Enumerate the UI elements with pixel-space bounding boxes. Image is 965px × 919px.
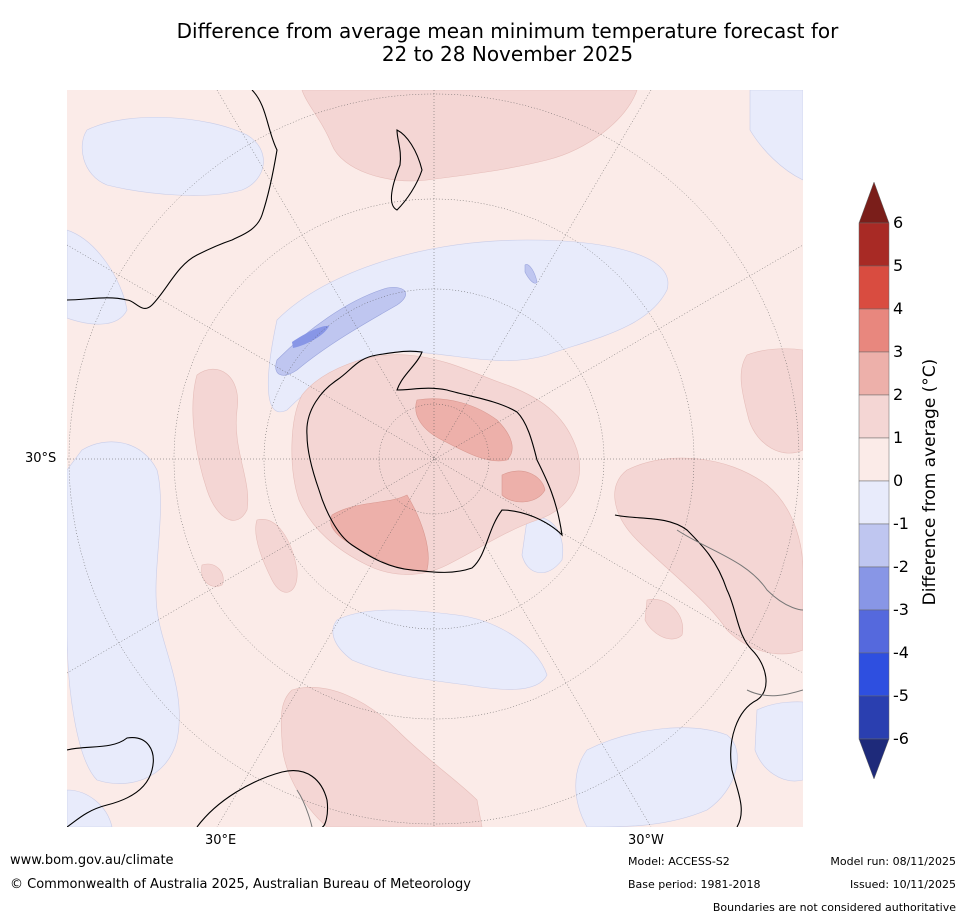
base-period-text: Base period: 1981-2018 [628, 878, 761, 891]
issued-text: Issued: 10/11/2025 [849, 878, 956, 891]
colorbar-bin [858, 265, 890, 310]
map-title-line2: 22 to 28 November 2025 [381, 42, 634, 66]
colorbar-tick-label: -5 [893, 686, 909, 705]
colorbar-bin [858, 480, 890, 525]
colorbar-tick-label: -1 [893, 514, 909, 533]
colorbar-tick-label: 3 [893, 342, 904, 361]
moderate-cool-region [275, 264, 538, 376]
colorbar-tick-label: -4 [893, 643, 909, 662]
colorbar-bin [858, 181, 890, 224]
polar-map-svg [67, 90, 803, 827]
graticule [67, 90, 803, 827]
colorbar-tick-label: 5 [893, 256, 904, 275]
colorbar-tick-label: -3 [893, 600, 909, 619]
colorbar-bin [858, 609, 890, 654]
colorbar-bin [858, 566, 890, 611]
cool-anomaly-regions [67, 90, 803, 827]
map-title: Difference from average mean minimum tem… [0, 20, 965, 66]
coastlines [67, 90, 767, 827]
colorbar-bin [858, 738, 890, 780]
colorbar-bin [858, 308, 890, 353]
colorbar-bin [858, 695, 890, 740]
polar-map [67, 90, 803, 827]
colorbar [858, 181, 890, 780]
website-link[interactable]: www.bom.gov.au/climate [10, 853, 174, 868]
colorbar-bin [858, 351, 890, 396]
colorbar-tick-label: 2 [893, 385, 904, 404]
colorbar-tick-label: 1 [893, 428, 904, 447]
country-borders [296, 529, 803, 827]
model-run-text: Model run: 08/11/2025 [830, 855, 956, 868]
colorbar-title: Difference from average (°C) [920, 358, 940, 606]
colorbar-bin [858, 652, 890, 697]
copyright-text: © Commonwealth of Australia 2025, Austra… [10, 877, 471, 892]
colorbar-tick-label: -2 [893, 557, 909, 576]
colorbar-bin [858, 523, 890, 568]
model-text: Model: ACCESS-S2 [628, 855, 730, 868]
strong-warm-regions [330, 398, 546, 572]
colorbar-tick-label: 0 [893, 471, 904, 490]
colorbar-bin [858, 437, 890, 482]
disclaimer-text: Boundaries are not considered authoritat… [712, 901, 956, 914]
colorbar-tick-label: 4 [893, 299, 904, 318]
lon-label-30e: 30°E [205, 833, 237, 848]
map-title-line1: Difference from average mean minimum tem… [176, 19, 839, 43]
strong-cool-patch [292, 325, 329, 348]
colorbar-bin [858, 222, 890, 267]
colorbar-tick-label: 6 [893, 213, 904, 232]
colorbar-bin [858, 394, 890, 439]
lon-label-30w: 30°W [628, 833, 664, 848]
lat-label-30s: 30°S [25, 451, 57, 466]
colorbar-tick-label: -6 [893, 729, 909, 748]
